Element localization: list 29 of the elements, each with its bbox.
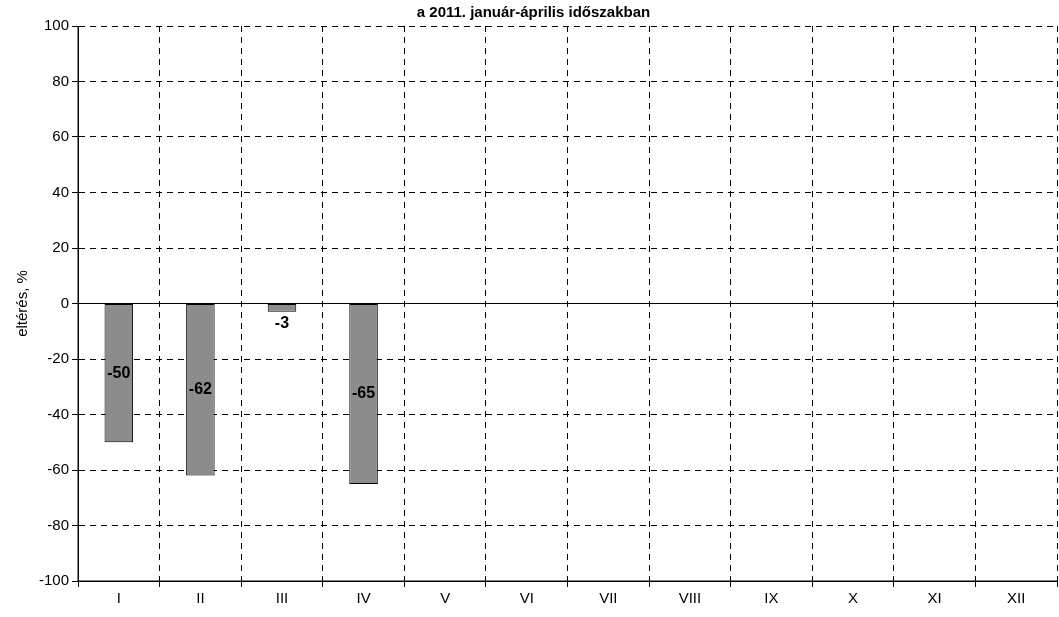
x-tick-label: VIII [678,589,702,607]
x-tick-label: XI [927,589,942,607]
x-tick-label: VII [599,589,618,607]
y-tick-label: 60 [52,127,70,145]
x-tick-label: II [196,589,205,607]
x-tick-label: X [848,589,859,607]
y-tick-label: 100 [43,16,70,34]
x-tick-label: VI [519,589,534,607]
data-label: -65 [351,384,376,402]
y-tick-label: 20 [52,238,70,256]
y-tick-label: -60 [47,460,70,478]
data-label: -50 [107,363,131,381]
x-tick-label: IX [764,589,779,607]
data-label: -3 [274,314,290,332]
y-tick-label: -80 [47,515,70,533]
y-tick-label: 0 [60,293,70,311]
x-tick-label: III [275,589,289,607]
y-tick-label: 80 [52,71,70,89]
y-axis-title: eltérés, % [13,270,31,337]
y-tick-label: -40 [47,404,70,422]
data-label: -62 [188,380,213,398]
y-tick-label: -20 [47,349,70,367]
x-tick-label: XII [1007,589,1026,607]
x-tick-label: I [116,589,121,607]
y-tick-label: -100 [38,571,70,589]
y-tick-label: 40 [52,182,70,200]
chart-title: a 2011. január-április időszakban [416,3,651,21]
x-tick-label: V [440,589,451,607]
x-tick-label: IV [356,589,371,607]
